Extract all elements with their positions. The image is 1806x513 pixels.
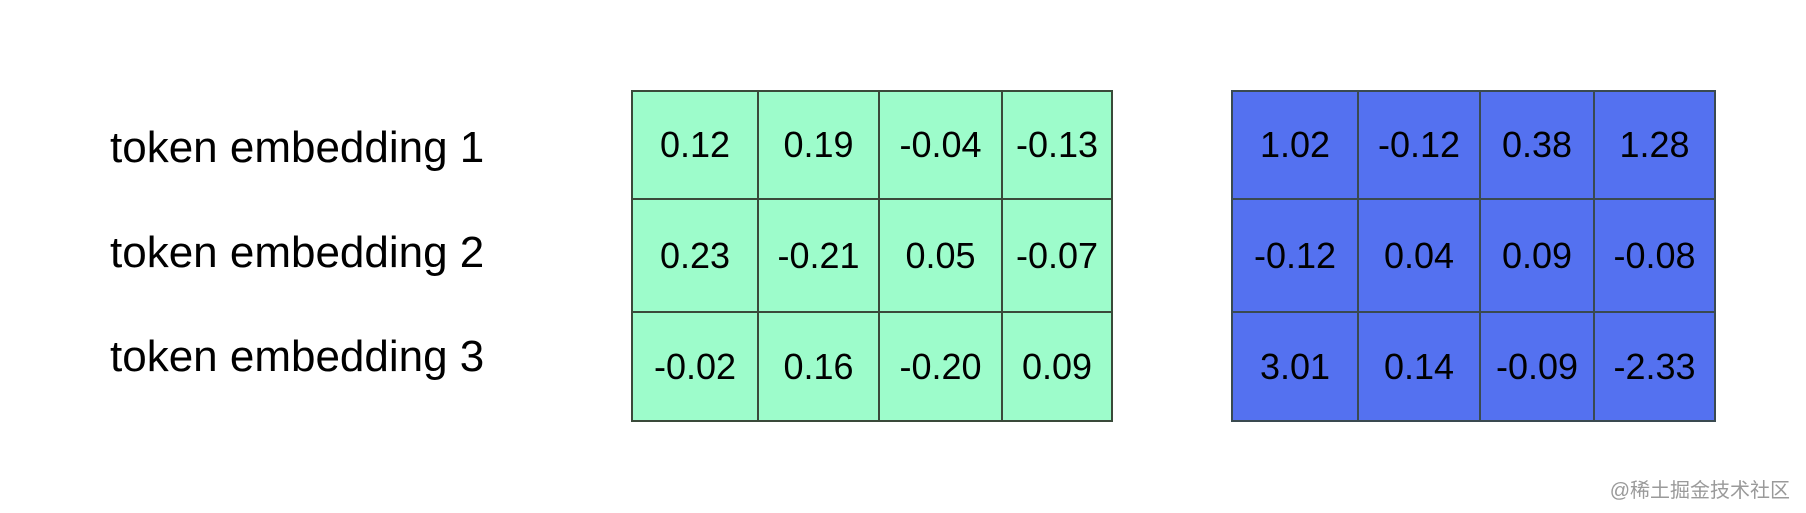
matrix-right-cell: 0.38 — [1479, 90, 1595, 200]
matrix-left-cell: 0.19 — [757, 90, 880, 200]
matrix-right-cell: 0.09 — [1479, 198, 1595, 313]
matrix-right-cell: 1.02 — [1231, 90, 1359, 200]
matrix-left-cell: -0.13 — [1001, 90, 1113, 200]
matrix-right-cell: 3.01 — [1231, 311, 1359, 422]
matrix-right-cell: 0.14 — [1357, 311, 1481, 422]
matrix-left-cell: -0.21 — [757, 198, 880, 313]
matrix-left-cell: -0.02 — [631, 311, 759, 422]
matrix-left-row-1: 0.12 0.19 -0.04 -0.13 — [631, 90, 1113, 200]
matrix-left-row-3: -0.02 0.16 -0.20 0.09 — [631, 311, 1113, 422]
embedding-matrix-left: 0.12 0.19 -0.04 -0.13 0.23 -0.21 0.05 -0… — [631, 90, 1113, 422]
matrix-right-row-3: 3.01 0.14 -0.09 -2.33 — [1231, 311, 1716, 422]
token-label-3: token embedding 3 — [110, 332, 485, 381]
matrix-left-row-2: 0.23 -0.21 0.05 -0.07 — [631, 198, 1113, 313]
matrix-left-cell: -0.07 — [1001, 198, 1113, 313]
matrix-right-cell: -0.12 — [1231, 198, 1359, 313]
matrix-right-row-2: -0.12 0.04 0.09 -0.08 — [1231, 198, 1716, 313]
matrix-right-cell: 1.28 — [1593, 90, 1716, 200]
matrix-left-cell: 0.12 — [631, 90, 759, 200]
matrix-right-cell: -2.33 — [1593, 311, 1716, 422]
token-label-1: token embedding 1 — [110, 123, 485, 172]
matrix-right-cell: -0.12 — [1357, 90, 1481, 200]
matrix-left-cell: 0.05 — [878, 198, 1003, 313]
matrix-right-cell: -0.08 — [1593, 198, 1716, 313]
matrix-right-cell: -0.09 — [1479, 311, 1595, 422]
token-label-2: token embedding 2 — [110, 228, 485, 277]
matrix-left-cell: 0.23 — [631, 198, 759, 313]
matrix-right-cell: 0.04 — [1357, 198, 1481, 313]
watermark: @稀土掘金技术社区 — [1609, 480, 1790, 502]
embedding-matrix-right: 1.02 -0.12 0.38 1.28 -0.12 0.04 0.09 -0.… — [1231, 90, 1716, 422]
matrix-left-cell: 0.16 — [757, 311, 880, 422]
matrix-right-row-1: 1.02 -0.12 0.38 1.28 — [1231, 90, 1716, 200]
matrix-left-cell: 0.09 — [1001, 311, 1113, 422]
matrix-left-cell: -0.20 — [878, 311, 1003, 422]
matrix-left-cell: -0.04 — [878, 90, 1003, 200]
